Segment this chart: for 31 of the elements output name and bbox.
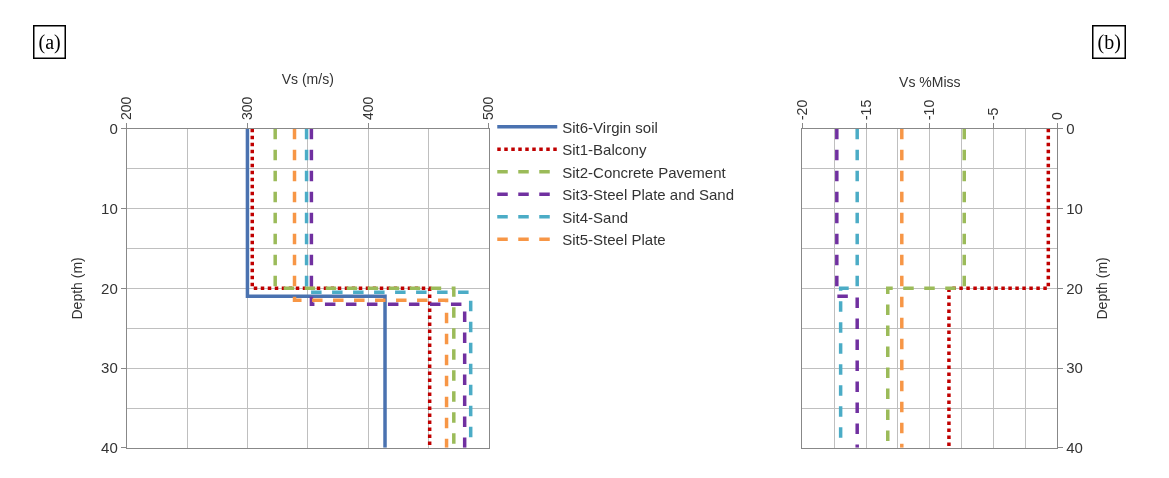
x-tick-label: 300 xyxy=(238,96,255,121)
x-tick-label: 500 xyxy=(480,96,497,121)
x-tick-label: -5 xyxy=(985,107,1002,121)
x-tick-label: -10 xyxy=(921,99,938,121)
y-axis-title: Depth (m) xyxy=(68,257,85,320)
x-tick-label: -20 xyxy=(793,99,810,121)
y-tick-label: 10 xyxy=(101,199,118,217)
x-axis-title: Vs (m/s) xyxy=(281,71,334,88)
y-tick-label: 30 xyxy=(1066,359,1083,377)
x-tick-label: 200 xyxy=(118,96,135,121)
legend-label: Sit5-Steel Plate xyxy=(562,231,666,249)
y-tick-label: 0 xyxy=(109,120,118,138)
y-tick-label: 10 xyxy=(1066,199,1083,217)
y-tick-label: 20 xyxy=(1066,279,1083,297)
y-tick-label: 40 xyxy=(1066,439,1083,457)
x-tick-label: -15 xyxy=(857,99,874,121)
legend-label: Sit4-Sand xyxy=(562,208,629,226)
y-tick-label: 30 xyxy=(101,359,118,377)
legend-label: Sit2-Concrete Pavement xyxy=(562,163,727,181)
y-tick-label: 0 xyxy=(1066,120,1075,138)
x-axis-title: Vs %Miss xyxy=(899,74,961,91)
text: (b) xyxy=(1097,30,1121,54)
y-tick-label: 40 xyxy=(101,439,118,457)
text: (a) xyxy=(38,30,61,54)
legend-label: Sit3-Steel Plate and Sand xyxy=(562,186,735,204)
y-tick-label: 20 xyxy=(101,279,118,297)
x-tick-label: 0 xyxy=(1048,112,1065,121)
x-tick-label: 400 xyxy=(359,96,376,121)
y-axis-title: Depth (m) xyxy=(1094,257,1111,320)
legend-label: Sit6-Virgin soil xyxy=(562,118,658,136)
legend-label: Sit1-Balcony xyxy=(562,141,647,159)
